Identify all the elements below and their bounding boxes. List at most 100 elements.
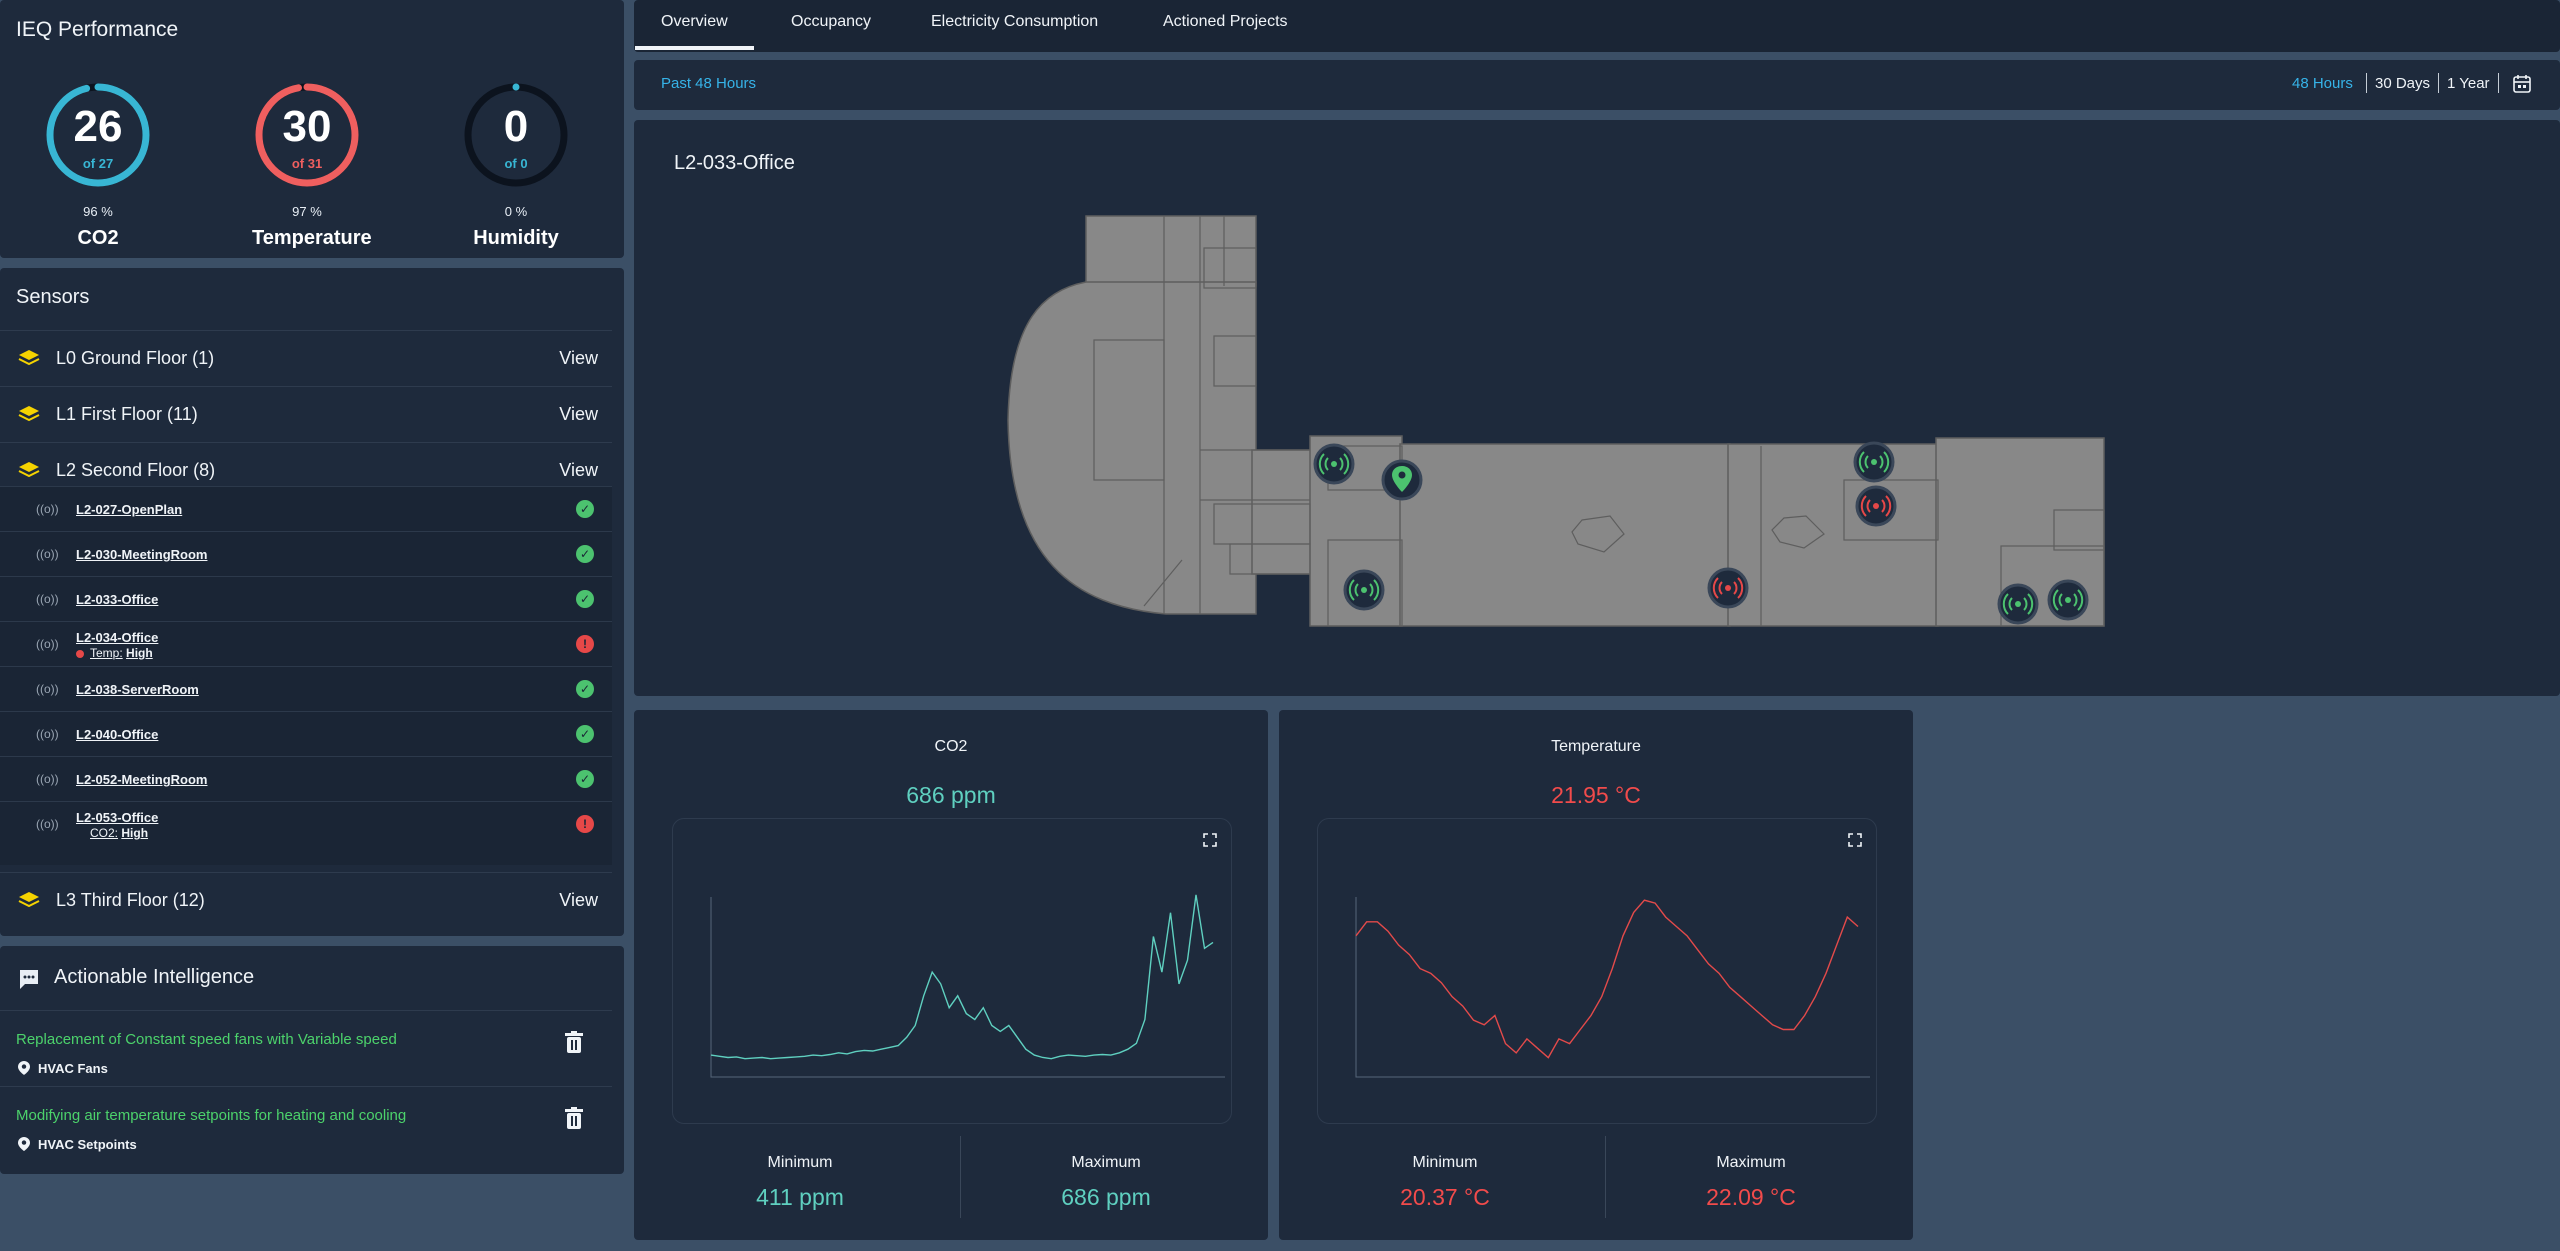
gauge-label: Temperature [252,227,372,249]
sensor-row[interactable]: ((o)) L2-030-MeetingRoom ✓ [0,531,612,576]
sensor-icon: ((o)) [36,592,59,606]
sensor-link[interactable]: L2-052-MeetingRoom [76,772,208,787]
sensor-row[interactable]: ((o)) L2-033-Office ✓ [0,576,612,621]
view-button[interactable]: View [559,404,598,424]
sensor-alert: Temp: High [76,646,153,660]
action-tag: HVAC Fans [38,1061,108,1076]
sensor-link[interactable]: L2-040-Office [76,727,159,742]
gauge-of: of 27 [82,156,114,171]
floor-name: L3 Third Floor (12) [56,890,205,910]
sensor-row[interactable]: ((o)) L2-038-ServerRoom ✓ [0,666,612,711]
temperature-card: Temperature 21.95 °C Minimum 20.37 °C Ma… [1279,710,1913,1240]
time-range-bar: Past 48 Hours 48 Hours 30 Days 1 Year [634,60,2560,110]
period-label: Past 48 Hours [661,75,757,92]
status-ok-icon: ✓ [576,590,594,608]
co2-current-value: 686 ppm [906,782,996,808]
chat-icon [20,970,38,989]
floor-row-l0[interactable]: L0 Ground Floor (1) View [0,330,612,386]
expand-icon[interactable] [1848,833,1862,847]
sensor-link[interactable]: L2-030-MeetingRoom [76,547,208,562]
tab-actioned-projects[interactable]: Actioned Projects [1163,13,1288,30]
min-label: Minimum [767,1154,833,1171]
sensor-marker-icon[interactable] [1313,443,1355,485]
expand-icon[interactable] [1203,833,1217,847]
sensor-icon: ((o)) [36,637,59,651]
sensor-link[interactable]: L2-053-Office [76,810,159,825]
status-ok-icon: ✓ [576,545,594,563]
gauge-value: 0 [503,102,529,151]
sensor-marker-icon[interactable] [1855,485,1897,527]
action-item[interactable]: Replacement of Constant speed fans with … [0,1010,612,1086]
map-room-title: L2-033-Office [674,152,795,174]
co2-title: CO2 [934,738,968,755]
sensor-link[interactable]: L2-033-Office [76,592,159,607]
sensors-title: Sensors [16,286,90,308]
gauge-humidity: 0 of 0 0 % Humidity [461,80,571,250]
co2-card: CO2 686 ppm Minimum 411 ppm Maximum 686 … [634,710,1268,1240]
tab-electricity-consumption[interactable]: Electricity Consumption [931,13,1099,30]
sensor-row[interactable]: ((o)) L2-040-Office ✓ [0,711,612,756]
sensor-marker-icon[interactable] [1997,583,2039,625]
floor-row-l3[interactable]: L3 Third Floor (12) View [0,872,612,928]
view-button[interactable]: View [559,460,598,480]
sensor-link[interactable]: L2-027-OpenPlan [76,502,183,517]
view-button[interactable]: View [559,890,598,910]
status-ok-icon: ✓ [576,500,594,518]
divider [960,1136,961,1218]
alert-metric: Temp: [90,646,123,660]
sensor-row[interactable]: ((o)) L2-052-MeetingRoom ✓ [0,756,612,801]
action-title-link[interactable]: Replacement of Constant speed fans with … [16,1031,397,1048]
floor-name: L2 Second Floor (8) [56,460,216,480]
alert-level: High [121,826,149,840]
location-pin-marker-icon[interactable] [1381,459,1423,501]
floor-row-l1[interactable]: L1 First Floor (11) View [0,386,612,442]
range-1-year[interactable]: 1 Year [2447,75,2490,92]
view-button[interactable]: View [559,348,598,368]
layers-icon [18,406,40,422]
range-divider [2366,73,2367,93]
temperature-minimum: Minimum 20.37 °C [1295,1134,1595,1211]
range-30-days[interactable]: 30 Days [2375,75,2431,92]
status-ok-icon: ✓ [576,680,594,698]
tab-occupancy[interactable]: Occupancy [791,13,872,30]
status-ok-icon: ✓ [576,770,594,788]
action-title-link[interactable]: Modifying air temperature setpoints for … [16,1107,407,1124]
sensor-marker-icon[interactable] [1343,569,1385,611]
sensor-link[interactable]: L2-038-ServerRoom [76,682,199,697]
sensor-row[interactable]: ((o)) L2-053-Office CO2: High ! [0,801,612,865]
gauge-of: of 31 [291,156,323,171]
series-line [1355,899,1859,1059]
sensor-link[interactable]: L2-034-Office [76,630,159,645]
trash-icon[interactable] [564,1031,584,1053]
range-48-hours[interactable]: 48 Hours [2292,75,2353,92]
sensor-icon: ((o)) [36,682,59,696]
ieq-performance-panel: IEQ Performance 26 of 27 96 % CO2 30 of … [0,0,624,258]
max-label: Maximum [1071,1154,1141,1171]
layers-icon [18,892,40,908]
alert-metric: CO2: [90,826,119,840]
gauge-percent: 0 % [504,204,528,219]
chart-axis [1355,897,1870,1078]
location-pin-icon [18,1137,30,1151]
co2-minimum: Minimum 411 ppm [650,1134,950,1211]
status-alert-icon: ! [576,815,594,833]
tab-overview[interactable]: Overview [635,13,754,50]
floor-row-l2[interactable]: L2 Second Floor (8) View [0,442,612,498]
action-tag: HVAC Setpoints [38,1137,137,1152]
gauge-ring-temperature [255,83,359,187]
action-item[interactable]: Modifying air temperature setpoints for … [0,1086,612,1162]
sensor-marker-icon[interactable] [2047,579,2089,621]
sensor-row[interactable]: ((o)) L2-034-Office Temp: High ! [0,621,612,666]
calendar-icon[interactable] [2512,74,2532,94]
sensor-marker-icon[interactable] [1707,567,1749,609]
sensor-marker-icon[interactable] [1853,441,1895,483]
floor-plan[interactable] [634,120,2560,696]
max-label: Maximum [1716,1154,1786,1171]
trash-icon[interactable] [564,1107,584,1129]
gauge-co2: 26 of 27 96 % CO2 [43,80,153,250]
sensor-row[interactable]: ((o)) L2-027-OpenPlan ✓ [0,486,612,531]
min-label: Minimum [1412,1154,1478,1171]
divider [1605,1136,1606,1218]
status-alert-icon: ! [576,635,594,653]
sensor-alert: CO2: High [90,826,148,840]
